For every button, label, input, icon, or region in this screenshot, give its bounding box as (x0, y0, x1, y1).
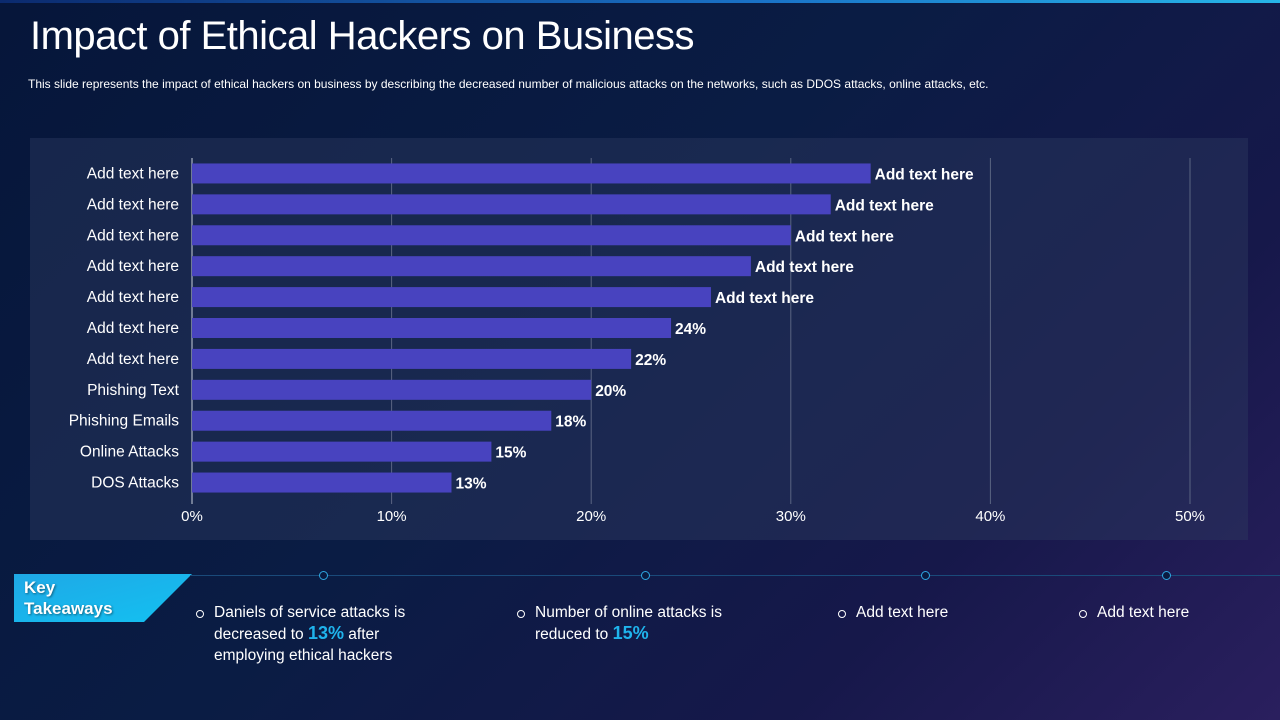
bar (192, 163, 871, 184)
takeaway-1-line2a: decreased to (214, 626, 308, 643)
takeaway-1-line2b: after (343, 626, 380, 643)
data-label: 13% (455, 476, 486, 493)
bar (192, 194, 831, 215)
category-label: DOS Attacks (91, 475, 179, 492)
top-accent-strip (0, 0, 1280, 3)
category-label: Phishing Text (87, 382, 180, 399)
data-label: Add text here (835, 197, 934, 214)
bullet-icon (517, 610, 525, 618)
takeaway-3-line1: Add text here (856, 604, 949, 621)
timeline-dot (921, 571, 930, 580)
takeaway-2-line2a: reduced to (535, 626, 613, 643)
bar (192, 348, 632, 369)
key-takeaways-tag: Key Takeaways (14, 574, 192, 622)
data-label: Add text here (755, 259, 854, 276)
takeaway-2-highlight: 15% (612, 623, 649, 643)
bar (192, 472, 452, 493)
page-subtitle: This slide represents the impact of ethi… (28, 77, 989, 91)
category-label: Add text here (87, 289, 179, 306)
bullet-icon (196, 610, 204, 618)
x-tick-label: 20% (576, 508, 606, 525)
takeaway-4-line1: Add text here (1097, 604, 1190, 621)
data-label: 15% (495, 445, 526, 462)
data-label: Add text here (795, 228, 894, 245)
timeline-dot (319, 571, 328, 580)
category-label: Add text here (87, 165, 179, 182)
bar (192, 441, 492, 462)
data-label: Add text here (715, 290, 814, 307)
takeaway-1-highlight: 13% (307, 623, 344, 643)
data-label: 24% (675, 321, 706, 338)
takeaway-1-line1: Daniels of service attacks is (214, 604, 406, 621)
timeline-dot (641, 571, 650, 580)
category-label: Add text here (87, 320, 179, 337)
data-label: Add text here (875, 166, 974, 183)
takeaway-2-line1: Number of online attacks is (535, 604, 722, 621)
category-label: Add text here (87, 196, 179, 213)
category-label: Add text here (87, 258, 179, 275)
takeaway-1-line3: employing ethical hackers (214, 647, 393, 664)
x-tick-label: 30% (776, 508, 806, 525)
bar-chart: 0% 10% 20% 30% 40% 50% Add text here Add text h… (69, 158, 1205, 525)
bar (192, 379, 592, 400)
timeline-dot (1162, 571, 1171, 580)
category-label: Phishing Emails (69, 413, 180, 430)
category-label: Add text here (87, 227, 179, 244)
key-takeaways-label: Key Takeaways (24, 577, 144, 619)
category-label: Add text here (87, 351, 179, 368)
bullet-icon (1079, 610, 1087, 618)
data-label: 18% (555, 414, 586, 431)
key-takeaways-line2: Takeaways (24, 599, 113, 618)
data-label: 22% (635, 352, 666, 369)
x-tick-label: 50% (1175, 508, 1205, 525)
x-tick-label: 0% (181, 508, 203, 525)
takeaways-timeline (190, 575, 1280, 576)
x-tick-label: 10% (377, 508, 407, 525)
takeaway-tag-shape (14, 574, 192, 622)
bar (192, 410, 552, 431)
category-label: Online Attacks (80, 444, 179, 461)
bar (192, 225, 791, 246)
page-title: Impact of Ethical Hackers on Business (30, 14, 695, 58)
bullet-icon (838, 610, 846, 618)
bar (192, 318, 672, 338)
data-label: 20% (595, 383, 626, 400)
bar (192, 287, 711, 308)
x-tick-label: 40% (975, 508, 1005, 525)
bar (192, 256, 751, 277)
key-takeaways-line1: Key (24, 578, 56, 597)
